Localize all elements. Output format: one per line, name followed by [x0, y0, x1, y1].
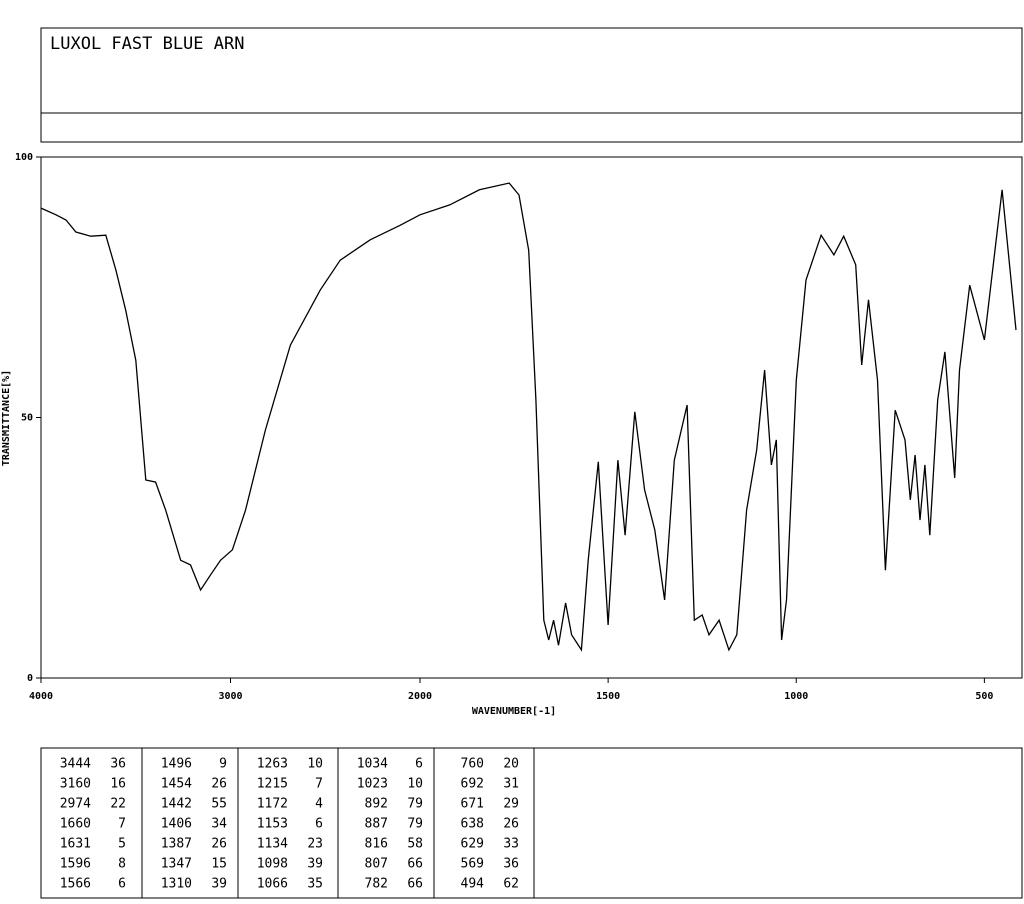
x-tick-label: 3000 — [218, 691, 242, 702]
peak-transmittance: 66 — [407, 877, 423, 892]
y-tick-label: 0 — [27, 673, 33, 684]
peak-wavenumber: 782 — [365, 877, 388, 892]
peak-wavenumber: 1387 — [161, 837, 192, 852]
peak-wavenumber: 1566 — [60, 877, 91, 892]
peak-transmittance: 35 — [307, 877, 323, 892]
peak-transmittance: 20 — [503, 757, 519, 772]
peak-transmittance: 55 — [211, 797, 227, 812]
x-tick-label: 1500 — [596, 691, 620, 702]
peak-transmittance: 79 — [407, 797, 423, 812]
peak-transmittance: 22 — [110, 797, 126, 812]
peak-wavenumber: 1172 — [257, 797, 288, 812]
peak-transmittance: 10 — [407, 777, 423, 792]
x-tick-label: 2000 — [408, 691, 432, 702]
peak-wavenumber: 1310 — [161, 877, 192, 892]
peak-wavenumber: 1496 — [161, 757, 192, 772]
peak-wavenumber: 1215 — [257, 777, 288, 792]
peak-transmittance: 39 — [211, 877, 227, 892]
peak-wavenumber: 629 — [461, 837, 484, 852]
x-tick-label: 500 — [975, 691, 993, 702]
peak-wavenumber: 1034 — [357, 757, 388, 772]
peak-wavenumber: 892 — [365, 797, 388, 812]
peak-transmittance: 58 — [407, 837, 423, 852]
peak-wavenumber: 887 — [365, 817, 388, 832]
peak-transmittance: 4 — [315, 797, 323, 812]
peak-transmittance: 8 — [118, 857, 126, 872]
peak-wavenumber: 1263 — [257, 757, 288, 772]
peak-transmittance: 79 — [407, 817, 423, 832]
peak-wavenumber: 1066 — [257, 877, 288, 892]
peak-wavenumber: 1660 — [60, 817, 91, 832]
peak-transmittance: 6 — [118, 877, 126, 892]
peak-wavenumber: 569 — [461, 857, 484, 872]
x-tick-label: 1000 — [784, 691, 808, 702]
peak-wavenumber: 3444 — [60, 757, 91, 772]
spectrum-line — [40, 182, 1017, 652]
peak-transmittance: 31 — [503, 777, 519, 792]
peak-wavenumber: 760 — [461, 757, 484, 772]
peak-wavenumber: 1442 — [161, 797, 192, 812]
peak-wavenumber: 692 — [461, 777, 484, 792]
peak-transmittance: 26 — [503, 817, 519, 832]
y-axis-label: TRANSMITTANCE[%] — [1, 370, 12, 466]
peak-wavenumber: 3160 — [60, 777, 91, 792]
peak-wavenumber: 671 — [461, 797, 484, 812]
x-tick-label: 4000 — [29, 691, 53, 702]
peak-transmittance: 36 — [503, 857, 519, 872]
peak-transmittance: 39 — [307, 857, 323, 872]
peak-transmittance: 29 — [503, 797, 519, 812]
peak-transmittance: 33 — [503, 837, 519, 852]
peak-transmittance: 23 — [307, 837, 323, 852]
peak-transmittance: 62 — [503, 877, 519, 892]
y-tick-label: 50 — [21, 413, 33, 424]
chart-title: LUXOL FAST BLUE ARN — [50, 34, 244, 54]
peak-wavenumber: 494 — [461, 877, 485, 892]
peak-table-box — [40, 747, 1023, 899]
peak-transmittance: 6 — [415, 757, 423, 772]
peak-transmittance: 26 — [211, 777, 227, 792]
peak-transmittance: 7 — [315, 777, 323, 792]
peak-wavenumber: 1023 — [357, 777, 388, 792]
peak-wavenumber: 1098 — [257, 857, 288, 872]
peak-transmittance: 10 — [307, 757, 323, 772]
peak-transmittance: 36 — [110, 757, 126, 772]
peak-transmittance: 66 — [407, 857, 423, 872]
peak-wavenumber: 1631 — [60, 837, 91, 852]
peak-transmittance: 9 — [219, 757, 227, 772]
x-axis-label: WAVENUMBER[-1] — [472, 706, 556, 717]
title-box — [40, 27, 1023, 143]
peak-transmittance: 15 — [211, 857, 227, 872]
peak-transmittance: 26 — [211, 837, 227, 852]
peak-wavenumber: 638 — [461, 817, 484, 832]
peak-transmittance: 5 — [118, 837, 126, 852]
peak-wavenumber: 807 — [365, 857, 388, 872]
peak-transmittance: 16 — [110, 777, 126, 792]
plot-frame — [40, 156, 1023, 679]
peak-wavenumber: 1454 — [161, 777, 192, 792]
peak-wavenumber: 2974 — [60, 797, 91, 812]
peak-wavenumber: 1153 — [257, 817, 288, 832]
peak-transmittance: 7 — [118, 817, 126, 832]
peak-wavenumber: 1406 — [161, 817, 192, 832]
peak-transmittance: 34 — [211, 817, 227, 832]
peak-transmittance: 6 — [315, 817, 323, 832]
peak-wavenumber: 816 — [365, 837, 388, 852]
y-tick-label: 100 — [15, 152, 33, 163]
peak-wavenumber: 1347 — [161, 857, 192, 872]
peak-wavenumber: 1596 — [60, 857, 91, 872]
peak-wavenumber: 1134 — [257, 837, 288, 852]
